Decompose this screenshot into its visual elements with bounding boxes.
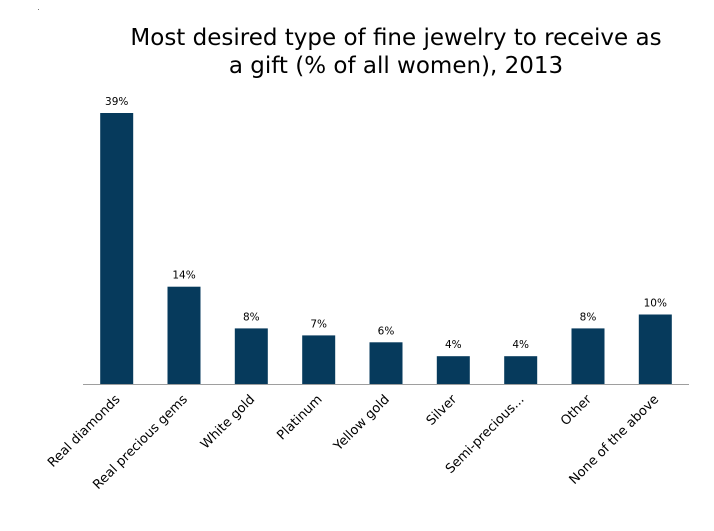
value-label-4: 6% (378, 325, 395, 337)
category-label-2: White gold (198, 392, 258, 452)
value-label-6: 4% (512, 339, 529, 351)
category-label-0: Real diamonds (45, 392, 124, 471)
bar-1 (167, 286, 201, 384)
bar-8 (638, 314, 672, 384)
value-label-7: 8% (580, 311, 597, 323)
bar-4 (369, 342, 403, 384)
value-label-3: 7% (310, 318, 327, 330)
value-label-5: 4% (445, 339, 462, 351)
value-label-1: 14% (172, 270, 195, 282)
bar-0 (100, 113, 134, 384)
value-label-2: 8% (243, 311, 260, 323)
bar-2 (234, 328, 268, 384)
bar-3 (302, 335, 336, 384)
value-labels-group: 39% 14% 8% 7% 6% 4% 4% 8% 10% (105, 96, 667, 351)
bar-6 (504, 356, 538, 384)
category-label-4: Yellow gold (330, 392, 392, 454)
value-label-8: 10% (644, 298, 667, 310)
bars-group (100, 113, 672, 384)
value-label-0: 39% (105, 96, 128, 108)
bar-7 (571, 328, 605, 384)
chart-title: Most desired type of fine jewelry to rec… (130, 25, 662, 79)
stray-dot (38, 9, 39, 10)
bar-5 (436, 356, 470, 384)
category-label-3: Platinum (274, 392, 325, 443)
category-label-5: Silver (424, 392, 461, 429)
category-label-7: Other (558, 392, 595, 429)
